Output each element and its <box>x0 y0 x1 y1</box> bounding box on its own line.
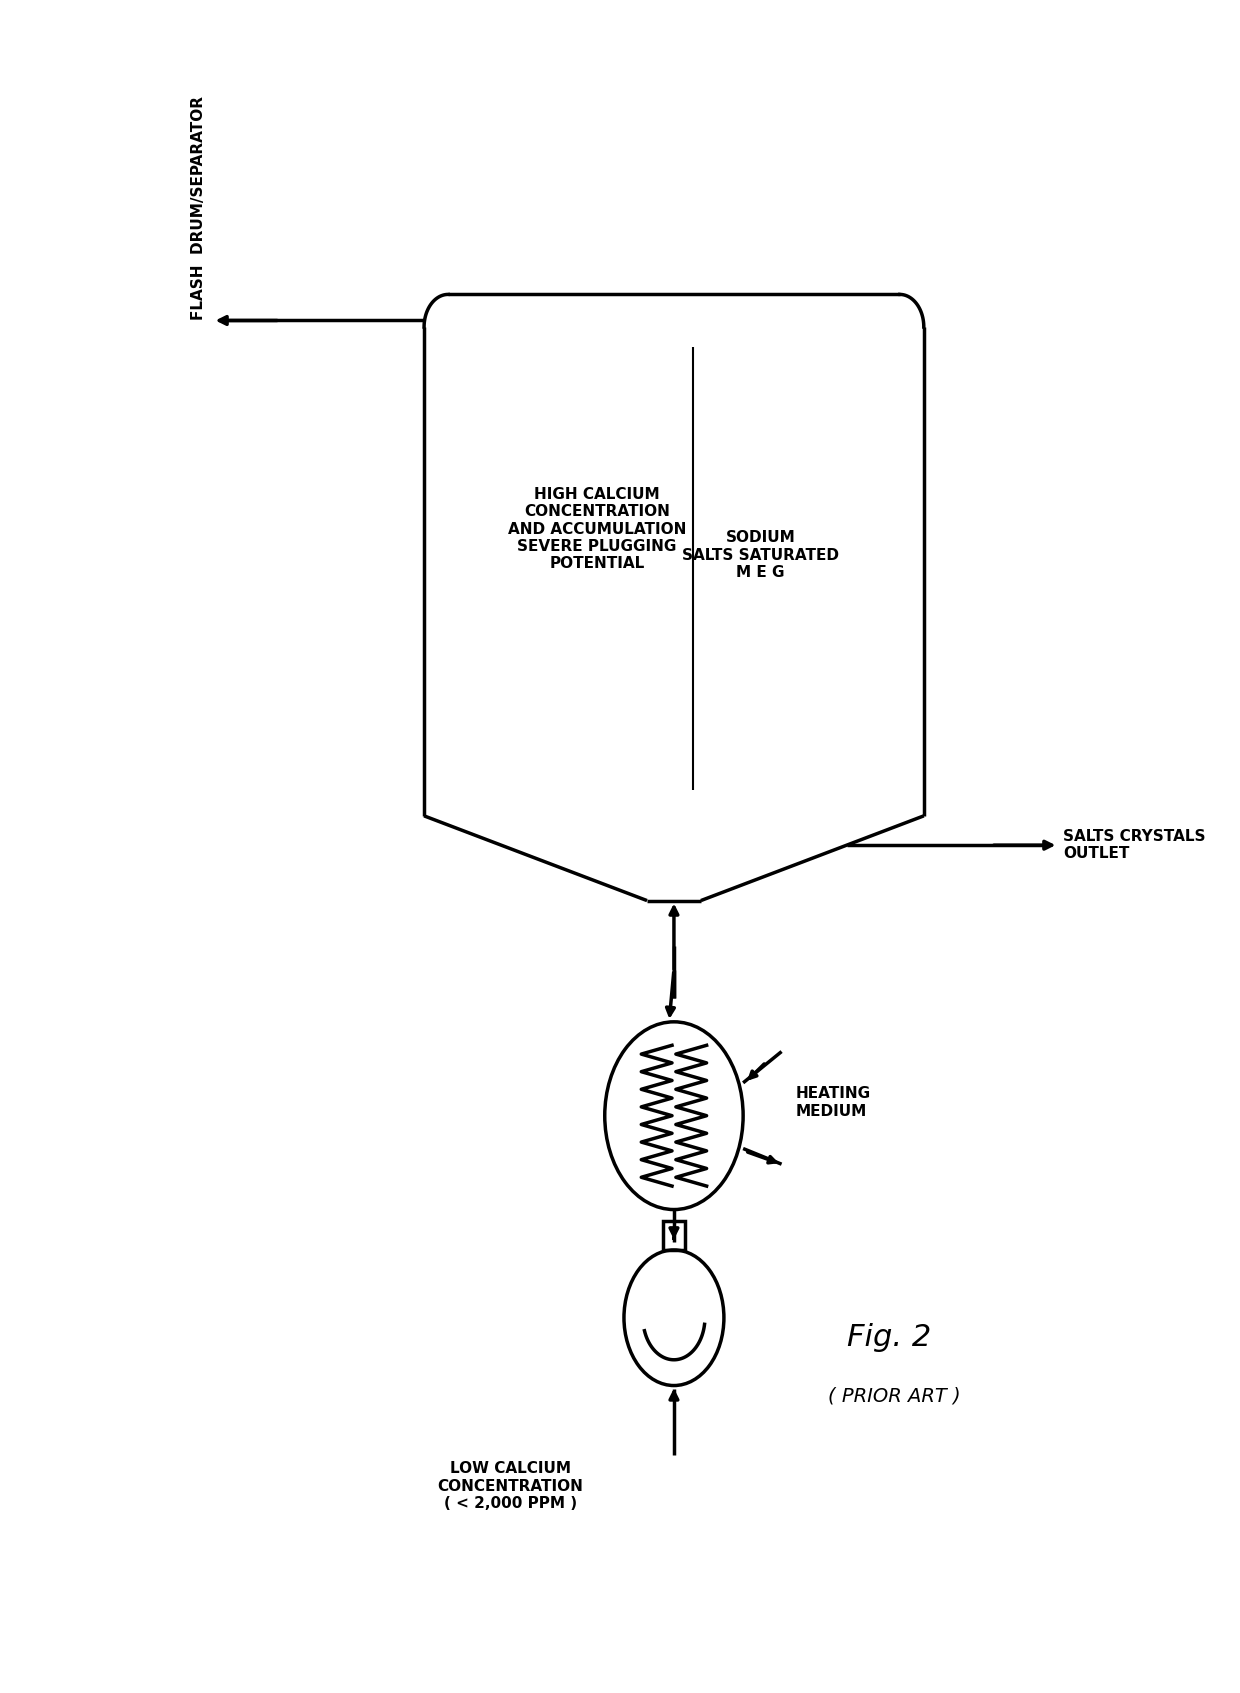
Text: SODIUM
SALTS SATURATED
M E G: SODIUM SALTS SATURATED M E G <box>682 530 839 581</box>
Text: FLASH  DRUM/SEPARATOR: FLASH DRUM/SEPARATOR <box>191 97 206 320</box>
Text: HEATING
MEDIUM: HEATING MEDIUM <box>796 1087 872 1119</box>
Text: HIGH CALCIUM
CONCENTRATION
AND ACCUMULATION
SEVERE PLUGGING
POTENTIAL: HIGH CALCIUM CONCENTRATION AND ACCUMULAT… <box>508 488 686 571</box>
Text: ( PRIOR ART ): ( PRIOR ART ) <box>828 1387 960 1405</box>
Text: LOW CALCIUM
CONCENTRATION
( < 2,000 PPM ): LOW CALCIUM CONCENTRATION ( < 2,000 PPM … <box>438 1461 584 1510</box>
Bar <box>663 1221 684 1249</box>
Text: Fig. 2: Fig. 2 <box>847 1322 931 1351</box>
Text: SALTS CRYSTALS
OUTLET: SALTS CRYSTALS OUTLET <box>1063 830 1205 862</box>
